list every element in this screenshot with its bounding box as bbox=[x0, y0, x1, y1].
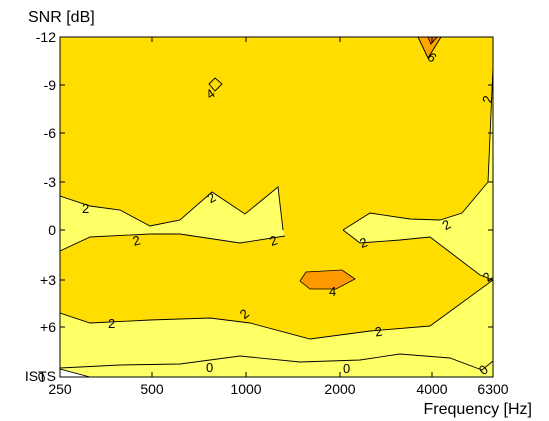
contour-line-2-right-b bbox=[342, 229, 493, 281]
fill-band-0-2-lower bbox=[60, 280, 493, 377]
x-tick-label: 2000 bbox=[324, 381, 355, 397]
x-tick-label: 250 bbox=[48, 381, 72, 397]
contour-line-6-top bbox=[427, 37, 438, 45]
fill-peak-4-6-top bbox=[418, 37, 441, 58]
x-tick-label: 1000 bbox=[230, 381, 261, 397]
contour-label: 2 bbox=[374, 324, 384, 340]
contour-label: 0 bbox=[206, 360, 213, 375]
contour-label: 2 bbox=[268, 232, 280, 249]
fill-band-0-2-right bbox=[343, 67, 493, 280]
x-tick-label: 6300 bbox=[477, 381, 508, 397]
y-tick-label: 0 bbox=[48, 222, 56, 238]
contour-line-2-upper bbox=[60, 186, 284, 231]
axis-ticks bbox=[60, 37, 493, 377]
plot-frame bbox=[59, 36, 494, 378]
x-tick-label: 4000 bbox=[416, 381, 447, 397]
y-tick-labels: -12 -9 -6 -3 0 +3 +6 ISTS bbox=[25, 29, 56, 384]
x-axis-title: Frequency [Hz] bbox=[424, 401, 532, 418]
contour-line-0-b bbox=[60, 353, 493, 371]
x-tick-label: 500 bbox=[140, 381, 164, 397]
contour-line-2-loop bbox=[208, 77, 223, 92]
contour-fills bbox=[60, 37, 493, 377]
contour-label: 2 bbox=[358, 234, 370, 251]
y-tick-label: +3 bbox=[40, 272, 56, 288]
x-tick-labels: 250 500 1000 2000 4000 6300 bbox=[48, 381, 508, 397]
contour-label: 2 bbox=[82, 201, 89, 216]
y-tick-label: -9 bbox=[44, 77, 57, 93]
contour-lines bbox=[60, 37, 493, 377]
y-tick-label: -12 bbox=[36, 29, 56, 45]
contour-label: 0 bbox=[343, 361, 350, 376]
fill-peak-4-6-center bbox=[299, 269, 356, 290]
contour-label: 4 bbox=[329, 284, 336, 299]
fill-band-0-2-middle bbox=[60, 187, 285, 251]
contour-line-0 bbox=[60, 368, 91, 377]
y-tick-label: ISTS bbox=[25, 368, 56, 384]
y-tick-label: -6 bbox=[44, 125, 57, 141]
contour-label: 2 bbox=[108, 316, 115, 331]
y-axis-title: SNR [dB] bbox=[28, 9, 95, 26]
y-tick-label: -3 bbox=[44, 174, 57, 190]
contour-line-2-upper-b bbox=[60, 233, 286, 252]
contour-labels: 0 0 0 0 2 2 2 2 2 2 2 2 2 2 4 4 6 2 bbox=[36, 49, 495, 385]
contour-line-4-top bbox=[417, 37, 442, 59]
contour-label: 2 bbox=[131, 232, 142, 248]
y-tick-label: +6 bbox=[40, 319, 56, 335]
contour-line-2-lower bbox=[60, 279, 493, 340]
contour-label: 2 bbox=[479, 94, 495, 104]
contour-label: 0 bbox=[36, 369, 47, 385]
